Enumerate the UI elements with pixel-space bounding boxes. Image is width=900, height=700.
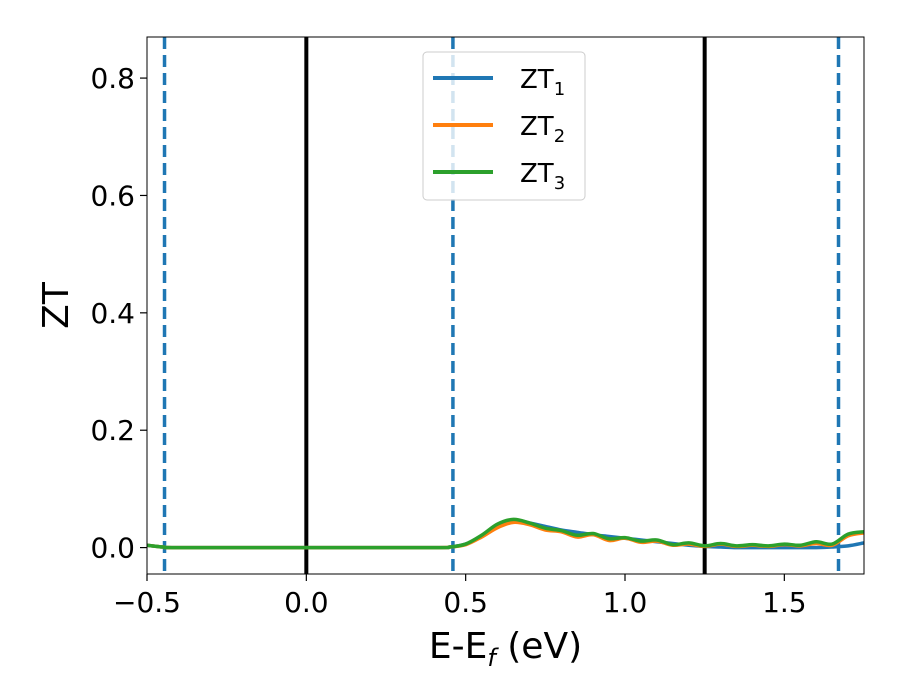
x-axis-label: E-Ef (eV) — [429, 626, 582, 672]
x-axis: −0.5 0.0 0.5 1.0 1.5 — [113, 574, 807, 619]
x-tick-label: 0.0 — [284, 586, 329, 619]
x-tick-label: 0.5 — [443, 586, 488, 619]
y-axis-label: ZT — [36, 281, 77, 329]
legend-box — [422, 51, 586, 201]
legend-label-2: ZT2 — [520, 112, 565, 147]
legend-label-1: ZT1 — [520, 65, 565, 100]
y-tick-label: 0.0 — [90, 532, 135, 565]
plot-frame — [146, 36, 865, 575]
reference-lines — [162, 37, 841, 574]
y-tick-label: 0.6 — [90, 179, 135, 212]
x-tick-label: −0.5 — [113, 586, 181, 619]
x-tick-label: 1.0 — [603, 586, 648, 619]
series-lines — [147, 517, 864, 550]
series-line-3 — [147, 517, 864, 550]
legend-label-3: ZT3 — [520, 159, 565, 194]
y-tick-label: 0.2 — [90, 414, 135, 447]
y-tick-label: 0.4 — [90, 297, 135, 330]
y-tick-label: 0.8 — [90, 62, 135, 95]
y-axis: 0.0 0.2 0.4 0.6 0.8 — [90, 62, 147, 565]
x-axis-label-main: E-E — [429, 626, 487, 667]
legend: ZT1 ZT2 ZT3 — [422, 51, 586, 201]
x-axis-label-unit: (eV) — [496, 626, 582, 667]
x-tick-label: 1.5 — [762, 586, 807, 619]
